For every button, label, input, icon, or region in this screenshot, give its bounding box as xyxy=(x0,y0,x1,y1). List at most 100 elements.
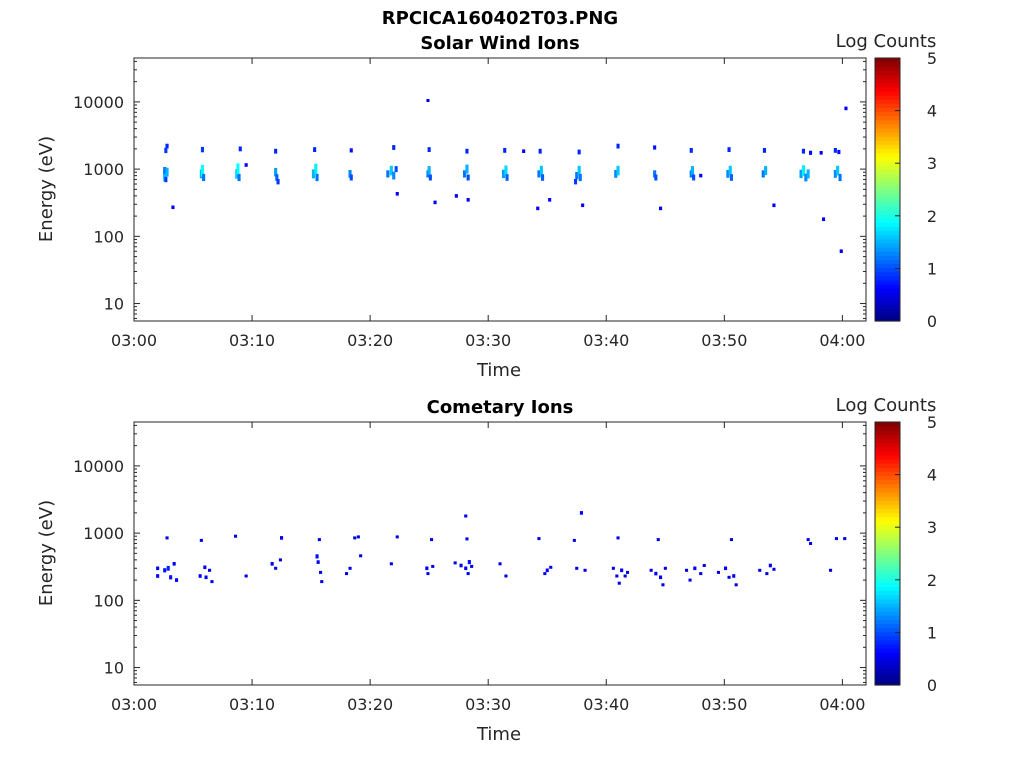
data-cell xyxy=(626,570,630,574)
data-cell xyxy=(320,580,324,584)
colorbar-step xyxy=(875,586,900,592)
data-cell xyxy=(822,217,826,221)
data-cell xyxy=(716,570,720,574)
data-cell xyxy=(649,568,653,572)
colorbar-step xyxy=(875,508,900,514)
y-axis-label: Energy (eV) xyxy=(36,500,57,606)
colorbar-step xyxy=(875,247,900,252)
data-cell xyxy=(653,170,657,178)
data-cell xyxy=(724,566,728,571)
colorbar-step xyxy=(875,74,900,80)
colorbar-tick-label: 2 xyxy=(927,207,937,226)
colorbar-step xyxy=(875,524,900,530)
data-cell xyxy=(616,536,620,540)
data-cell xyxy=(275,174,279,181)
data-cell xyxy=(164,176,168,183)
data-cell xyxy=(278,558,282,562)
data-cell xyxy=(659,206,663,211)
colorbar-step xyxy=(875,483,900,489)
colorbar-step xyxy=(875,222,900,228)
data-cell xyxy=(734,583,738,587)
colorbar-step xyxy=(875,643,900,649)
x-axis-label: Time xyxy=(476,360,521,381)
data-cell xyxy=(210,580,214,584)
data-cell xyxy=(313,147,317,152)
colorbar-step xyxy=(875,185,900,191)
data-cell xyxy=(175,578,179,582)
data-cell xyxy=(202,173,206,182)
colorbar-step xyxy=(875,569,900,575)
data-cell xyxy=(359,554,363,558)
colorbar-frame xyxy=(874,57,901,322)
colorbar-step xyxy=(875,668,900,674)
colorbar-step xyxy=(875,574,900,579)
colorbar-tick-label: 1 xyxy=(927,623,937,642)
data-cell xyxy=(693,566,697,571)
data-cell xyxy=(579,511,583,515)
data-cell xyxy=(806,169,810,179)
colorbar-step xyxy=(875,296,900,302)
x-tick-label: 03:50 xyxy=(701,695,747,714)
data-cell xyxy=(804,173,808,182)
y-tick-label: 10000 xyxy=(73,93,124,112)
data-cell xyxy=(548,198,552,202)
colorbar-step xyxy=(875,103,900,108)
colorbar-tick-label: 0 xyxy=(927,312,937,331)
colorbar-step xyxy=(875,181,900,186)
data-cell xyxy=(198,574,202,578)
data-cell xyxy=(577,149,581,155)
data-cell xyxy=(349,174,353,181)
colorbar-step xyxy=(875,648,900,653)
data-cell xyxy=(541,174,545,181)
x-tick-label: 03:30 xyxy=(465,695,511,714)
data-cell xyxy=(761,170,765,178)
data-cell xyxy=(208,568,212,572)
colorbar-step xyxy=(875,602,900,608)
data-cell xyxy=(699,173,703,178)
colorbar-step xyxy=(875,300,900,306)
data-cell xyxy=(345,572,349,576)
data-cell xyxy=(431,564,435,568)
colorbar-step xyxy=(875,86,900,92)
data-cell xyxy=(545,568,549,573)
data-cell xyxy=(623,574,627,578)
data-cell xyxy=(200,164,204,177)
data-cell xyxy=(549,565,553,569)
colorbar-step xyxy=(875,512,900,518)
colorbar-step xyxy=(875,230,900,236)
data-cell xyxy=(575,172,579,180)
colorbar-step xyxy=(875,210,900,215)
colorbar-step xyxy=(875,532,900,538)
colorbar-step xyxy=(875,475,900,481)
data-cell xyxy=(765,572,769,576)
data-cell xyxy=(574,179,578,185)
colorbar-step xyxy=(875,537,900,542)
data-cell xyxy=(274,566,278,570)
colorbar-step xyxy=(875,578,900,583)
colorbar-step xyxy=(875,549,900,555)
data-cell xyxy=(729,538,733,542)
y-tick-label: 10 xyxy=(104,659,124,678)
data-cell xyxy=(833,170,837,178)
y-tick-label: 10000 xyxy=(73,457,124,476)
colorbar-step xyxy=(875,205,900,211)
data-cell xyxy=(466,174,470,181)
data-cell xyxy=(315,173,319,182)
data-cell xyxy=(689,148,693,153)
colorbar-step xyxy=(875,140,900,145)
data-cell xyxy=(732,574,736,578)
colorbar-tick-label: 0 xyxy=(927,676,937,695)
data-cell xyxy=(464,566,468,571)
colorbar-step xyxy=(875,623,900,629)
data-cell xyxy=(654,174,658,181)
y-tick-label: 1000 xyxy=(83,160,124,179)
data-cell xyxy=(165,536,169,540)
data-cell xyxy=(839,249,843,253)
colorbar-label: Log Counts xyxy=(836,395,937,416)
colorbar-step xyxy=(875,173,900,178)
data-cell xyxy=(465,537,469,541)
x-tick-label: 03:10 xyxy=(229,331,275,350)
x-tick-label: 03:10 xyxy=(229,695,275,714)
data-cell xyxy=(356,535,360,539)
